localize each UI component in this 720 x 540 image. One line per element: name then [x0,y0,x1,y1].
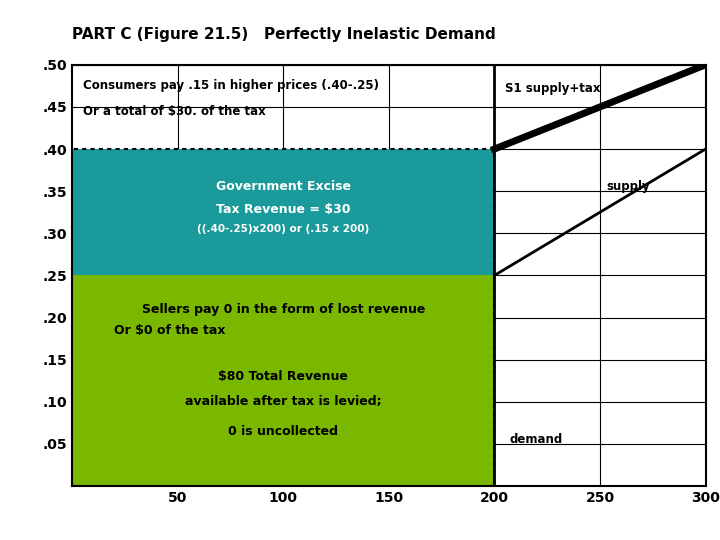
Bar [72,149,495,486]
Text: S1 supply+tax: S1 supply+tax [505,82,600,95]
Text: Or $0 of the tax: Or $0 of the tax [114,323,226,336]
Text: PART C (Figure 21.5)   Perfectly Inelastic Demand: PART C (Figure 21.5) Perfectly Inelastic… [72,27,496,42]
Text: $80 Total Revenue: $80 Total Revenue [218,370,348,383]
Text: available after tax is levied;: available after tax is levied; [185,395,382,408]
Text: demand: demand [509,433,562,446]
Bar [72,149,495,275]
Bar [72,275,495,486]
Text: Tax Revenue = $30: Tax Revenue = $30 [216,203,351,216]
Text: 0 is uncollected: 0 is uncollected [228,425,338,438]
Text: ((.40-.25)x200) or (.15 x 200): ((.40-.25)x200) or (.15 x 200) [197,224,369,234]
Text: supply: supply [606,180,650,193]
Text: Or a total of $30. of the tax: Or a total of $30. of the tax [83,105,265,118]
Text: Consumers pay .15 in higher prices (.40-.25): Consumers pay .15 in higher prices (.40-… [83,79,379,92]
Text: Sellers pay 0 in the form of lost revenue: Sellers pay 0 in the form of lost revenu… [142,302,425,315]
Text: Government Excise: Government Excise [216,180,351,193]
